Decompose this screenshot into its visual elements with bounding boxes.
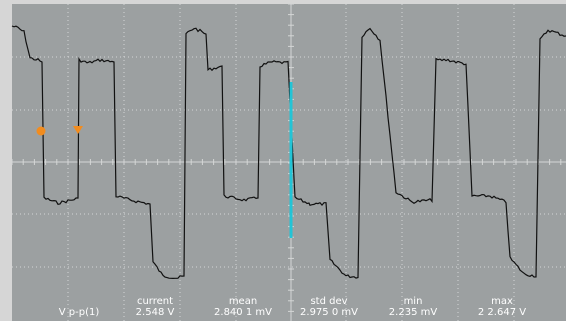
waveform-trace	[11, 25, 566, 280]
trigger-position-marker[interactable]	[73, 126, 83, 134]
trigger-level-marker[interactable]	[36, 126, 46, 136]
